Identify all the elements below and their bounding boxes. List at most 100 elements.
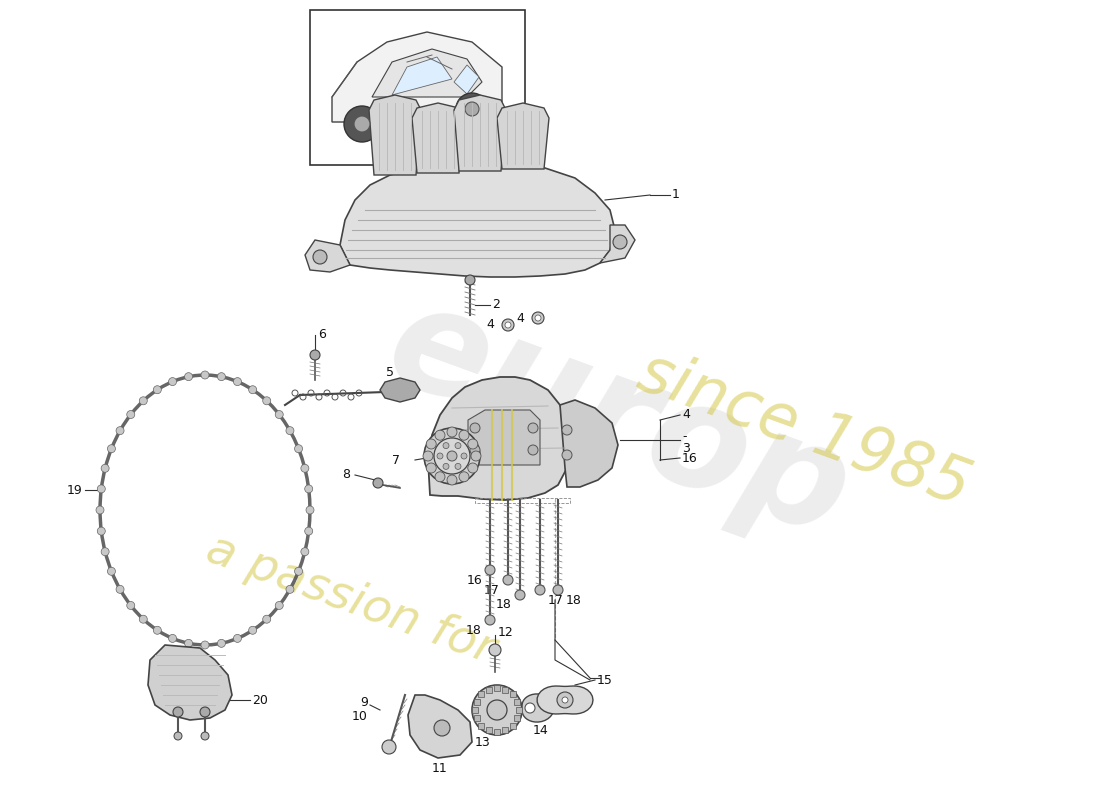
Circle shape (185, 639, 192, 647)
Circle shape (301, 548, 309, 556)
Circle shape (443, 442, 449, 449)
Circle shape (96, 506, 104, 514)
Bar (475, 498, 570, 503)
Circle shape (153, 386, 162, 394)
Circle shape (470, 445, 480, 455)
Circle shape (515, 590, 525, 600)
Polygon shape (412, 103, 464, 173)
Polygon shape (305, 240, 350, 272)
Circle shape (305, 485, 312, 493)
Polygon shape (340, 160, 615, 277)
Text: 17: 17 (484, 583, 500, 597)
Circle shape (434, 430, 446, 440)
Circle shape (455, 442, 461, 449)
Circle shape (459, 430, 469, 440)
Circle shape (468, 439, 477, 449)
Circle shape (465, 275, 475, 285)
Polygon shape (494, 685, 501, 691)
Circle shape (424, 428, 480, 484)
Circle shape (528, 423, 538, 433)
Text: 1: 1 (672, 189, 680, 202)
Circle shape (434, 720, 450, 736)
Circle shape (447, 427, 456, 437)
Circle shape (502, 319, 514, 331)
Circle shape (426, 463, 437, 473)
Text: 16: 16 (682, 451, 697, 465)
Text: 6: 6 (318, 327, 326, 341)
Circle shape (185, 373, 192, 381)
Circle shape (140, 397, 147, 405)
Circle shape (140, 615, 147, 623)
Text: 3: 3 (682, 442, 690, 454)
Text: a passion for: a passion for (200, 527, 502, 673)
Circle shape (447, 451, 456, 461)
Text: 8: 8 (342, 469, 350, 482)
Polygon shape (537, 686, 593, 714)
Polygon shape (485, 727, 492, 734)
Text: 18: 18 (466, 623, 482, 637)
Circle shape (173, 707, 183, 717)
Circle shape (168, 378, 177, 386)
Circle shape (490, 644, 500, 656)
Text: 18: 18 (566, 594, 582, 606)
Circle shape (557, 692, 573, 708)
Polygon shape (372, 49, 482, 97)
Text: 7: 7 (392, 454, 400, 466)
Text: 11: 11 (432, 762, 448, 774)
Circle shape (314, 250, 327, 264)
Circle shape (373, 478, 383, 488)
Circle shape (310, 350, 320, 360)
Circle shape (295, 445, 302, 453)
Polygon shape (468, 410, 540, 465)
Circle shape (525, 703, 535, 713)
Polygon shape (497, 103, 549, 169)
Circle shape (174, 732, 182, 740)
Circle shape (535, 585, 544, 595)
Polygon shape (494, 729, 501, 735)
Circle shape (562, 450, 572, 460)
Circle shape (468, 463, 477, 473)
Text: 4: 4 (516, 311, 524, 325)
Circle shape (117, 426, 124, 434)
Circle shape (487, 700, 507, 720)
Circle shape (562, 425, 572, 435)
Circle shape (117, 586, 124, 594)
Polygon shape (503, 727, 508, 734)
Polygon shape (509, 722, 516, 729)
Circle shape (470, 423, 480, 433)
Circle shape (455, 463, 461, 470)
Polygon shape (392, 57, 452, 95)
Circle shape (200, 707, 210, 717)
Circle shape (426, 439, 437, 449)
Polygon shape (454, 65, 478, 94)
Circle shape (168, 634, 177, 642)
Text: europ: europ (370, 272, 869, 568)
Polygon shape (379, 378, 420, 402)
Polygon shape (485, 686, 492, 693)
Polygon shape (472, 707, 478, 713)
Text: 19: 19 (66, 483, 82, 497)
Circle shape (505, 322, 512, 328)
Circle shape (263, 397, 271, 405)
Circle shape (97, 527, 106, 535)
Circle shape (201, 641, 209, 649)
Polygon shape (515, 715, 520, 722)
Text: 12: 12 (498, 626, 514, 639)
Text: 9: 9 (360, 697, 368, 710)
Circle shape (295, 567, 302, 575)
Polygon shape (503, 686, 508, 693)
Circle shape (532, 312, 544, 324)
Circle shape (465, 102, 478, 116)
Circle shape (218, 639, 226, 647)
Circle shape (275, 410, 283, 418)
Text: since 1985: since 1985 (630, 342, 979, 518)
Circle shape (562, 697, 568, 703)
Circle shape (553, 585, 563, 595)
Text: 20: 20 (252, 694, 268, 706)
Circle shape (233, 634, 241, 642)
Circle shape (306, 506, 313, 514)
Circle shape (485, 615, 495, 625)
Text: 10: 10 (352, 710, 368, 723)
Polygon shape (478, 691, 484, 698)
Circle shape (503, 575, 513, 585)
